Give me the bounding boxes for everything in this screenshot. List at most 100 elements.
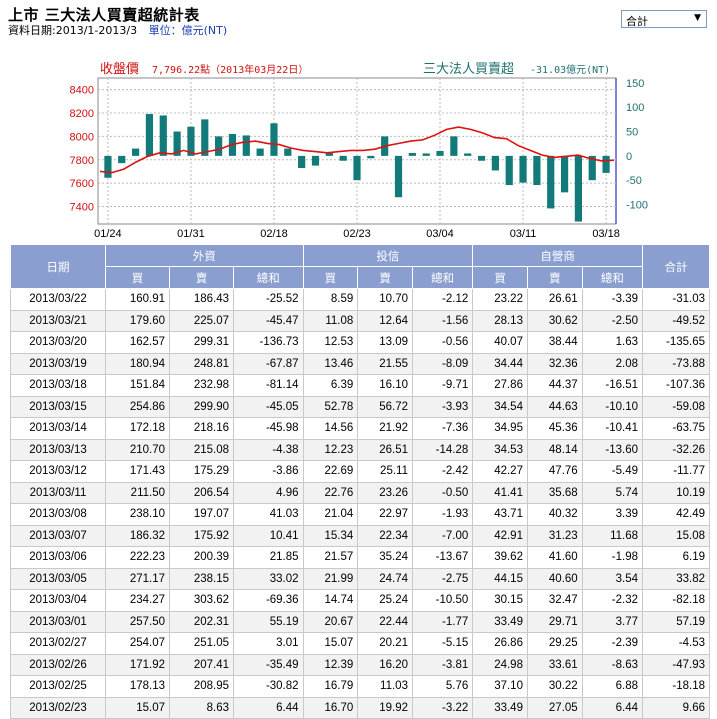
- table-cell: -25.52: [233, 288, 304, 311]
- chart-title-left-value: 7,796.22點（2013年03月22日）: [152, 63, 308, 76]
- table-cell-date: 2013/02/26: [10, 653, 106, 676]
- table-cell: 37.10: [472, 675, 528, 698]
- table-cell: 25.24: [357, 589, 413, 612]
- x-tick-label: 03/11: [510, 228, 537, 240]
- table-cell: 55.19: [233, 610, 304, 633]
- chart: 收盤價 7,796.22點（2013年03月22日） 三大法人買賣超 -31.0…: [70, 62, 649, 240]
- bar: [145, 114, 154, 156]
- table-cell: -135.65: [642, 331, 710, 354]
- table-cell-date: 2013/03/07: [10, 524, 106, 547]
- table-cell: 27.86: [472, 374, 528, 397]
- table-cell: 27.05: [526, 696, 583, 719]
- table-cell: 34.95: [472, 417, 528, 440]
- table-cell: -11.77: [642, 460, 710, 483]
- table-cell: 206.54: [169, 481, 234, 504]
- table-cell: 13.09: [357, 331, 413, 354]
- table-cell: 22.69: [302, 460, 359, 483]
- table-cell: -30.82: [233, 675, 304, 698]
- table-cell: 238.10: [105, 503, 170, 526]
- chart-title-left: 收盤價: [100, 62, 139, 77]
- table-cell: 21.92: [357, 417, 413, 440]
- summary-select[interactable]: 合計 ▼: [621, 10, 707, 28]
- table-cell: -35.49: [233, 653, 304, 676]
- table-cell: 16.70: [302, 696, 359, 719]
- bar: [104, 155, 112, 178]
- table-cell: 179.60: [105, 309, 170, 332]
- table-cell: -45.47: [233, 309, 304, 332]
- table-cell: 26.51: [357, 438, 413, 461]
- page-subtitle: 資料日期:2013/1-2013/3 單位：億元(NT): [8, 22, 227, 38]
- table-cell: -45.98: [233, 417, 304, 440]
- table-cell-date: 2013/03/08: [10, 503, 106, 526]
- table-cell: -67.87: [233, 352, 304, 375]
- table-cell-date: 2013/03/15: [10, 395, 106, 418]
- table-cell: 6.44: [581, 696, 644, 719]
- table-cell: -2.75: [411, 567, 474, 590]
- table-row: 2013/03/12 171.43 175.29 -3.86 22.69 25.11 -2.…: [10, 460, 710, 483]
- table-cell: 30.22: [526, 675, 583, 698]
- data-table: 日期 外資 投信 自營商 合計 買 賣 總和 買 賣 總和 買 賣 總和 201…: [10, 244, 710, 719]
- table-cell: 232.98: [169, 374, 234, 397]
- right-tick-label: 100: [626, 102, 644, 114]
- table-cell: -13.67: [411, 546, 474, 569]
- table-cell: 43.71: [472, 503, 528, 526]
- page-title: 上市 三大法人買賣超統計表: [8, 6, 200, 24]
- bar: [547, 155, 555, 209]
- table-cell: 22.34: [357, 524, 413, 547]
- table-cell: -0.56: [411, 331, 474, 354]
- table-cell: -136.73: [233, 331, 304, 354]
- bar: [574, 155, 583, 222]
- table-cell-date: 2013/03/22: [10, 288, 106, 311]
- table-cell: 34.44: [472, 352, 528, 375]
- table-cell: -14.28: [411, 438, 474, 461]
- table-cell: 16.20: [357, 653, 413, 676]
- table-cell: 202.31: [169, 610, 234, 633]
- table-cell: -81.14: [233, 374, 304, 397]
- table-cell-date: 2013/03/14: [10, 417, 106, 440]
- table-cell: 12.39: [302, 653, 359, 676]
- bar: [201, 119, 209, 156]
- table-row: 2013/03/14 172.18 218.16 -45.98 14.56 21.92 -7…: [10, 417, 710, 440]
- table-cell: 14.74: [302, 589, 359, 612]
- table-cell: -1.77: [411, 610, 474, 633]
- right-tick-label: 50: [626, 127, 638, 139]
- right-tick-label: -100: [626, 200, 648, 212]
- table-cell: 34.54: [472, 395, 528, 418]
- left-tick-label: 8000: [70, 131, 94, 143]
- bar: [560, 155, 569, 193]
- table-cell: -1.56: [411, 309, 474, 332]
- table-cell-date: 2013/03/12: [10, 460, 106, 483]
- table-cell: 151.84: [105, 374, 170, 397]
- table-cell: -2.50: [581, 309, 644, 332]
- table-cell: 26.61: [526, 288, 583, 311]
- bar: [311, 155, 320, 166]
- bar: [394, 155, 403, 198]
- table-cell: -10.50: [411, 589, 474, 612]
- table-cell: -3.93: [411, 395, 474, 418]
- table-cell: -10.41: [581, 417, 644, 440]
- table-cell: 52.78: [302, 395, 359, 418]
- table-cell-date: 2013/02/23: [10, 696, 106, 719]
- table-cell: 31.23: [526, 524, 583, 547]
- bar: [505, 155, 513, 186]
- table-cell: 210.70: [105, 438, 170, 461]
- table-cell: 215.08: [169, 438, 234, 461]
- axes: 8400 8200 8000 7800 7600 7400 150 100 50 0 -50 -100…: [70, 78, 649, 240]
- header-net: 總和: [411, 266, 474, 289]
- table-cell-date: 2013/03/06: [10, 546, 106, 569]
- table-cell: -45.05: [233, 395, 304, 418]
- table-cell: -82.18: [642, 589, 710, 612]
- table-cell: 208.95: [169, 675, 234, 698]
- chevron-down-icon[interactable]: ▼: [694, 13, 701, 23]
- table-cell: 15.07: [105, 696, 170, 719]
- header-buy: 買: [472, 266, 528, 289]
- table-cell: 4.96: [233, 481, 304, 504]
- table-cell: -2.32: [581, 589, 644, 612]
- bar-series: [104, 114, 610, 222]
- table-cell: -49.52: [642, 309, 710, 332]
- header-buy: 買: [105, 266, 170, 289]
- bar: [408, 152, 416, 156]
- table-cell: -73.88: [642, 352, 710, 375]
- table-cell: 22.76: [302, 481, 359, 504]
- table-cell: 5.76: [411, 675, 474, 698]
